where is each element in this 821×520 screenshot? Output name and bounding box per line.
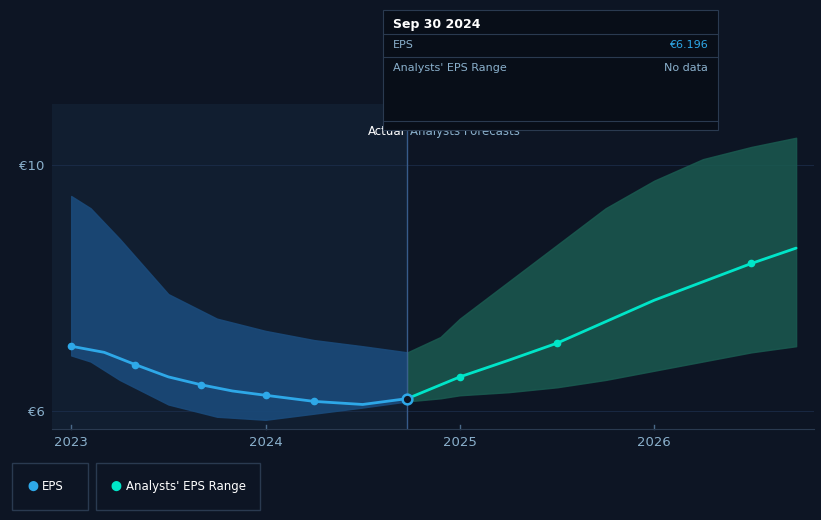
- Text: Actual: Actual: [368, 125, 405, 138]
- FancyBboxPatch shape: [52, 104, 407, 429]
- Text: €6.196: €6.196: [669, 41, 709, 50]
- Text: ⬤: ⬤: [27, 481, 38, 491]
- Text: Sep 30 2024: Sep 30 2024: [393, 18, 480, 31]
- Text: No data: No data: [664, 63, 709, 73]
- Text: Analysts' EPS Range: Analysts' EPS Range: [126, 479, 245, 493]
- Text: ⬤: ⬤: [111, 481, 122, 491]
- Text: EPS: EPS: [42, 479, 63, 493]
- Text: Analysts' EPS Range: Analysts' EPS Range: [393, 63, 507, 73]
- Text: EPS: EPS: [393, 41, 414, 50]
- Text: Analysts Forecasts: Analysts Forecasts: [410, 125, 521, 138]
